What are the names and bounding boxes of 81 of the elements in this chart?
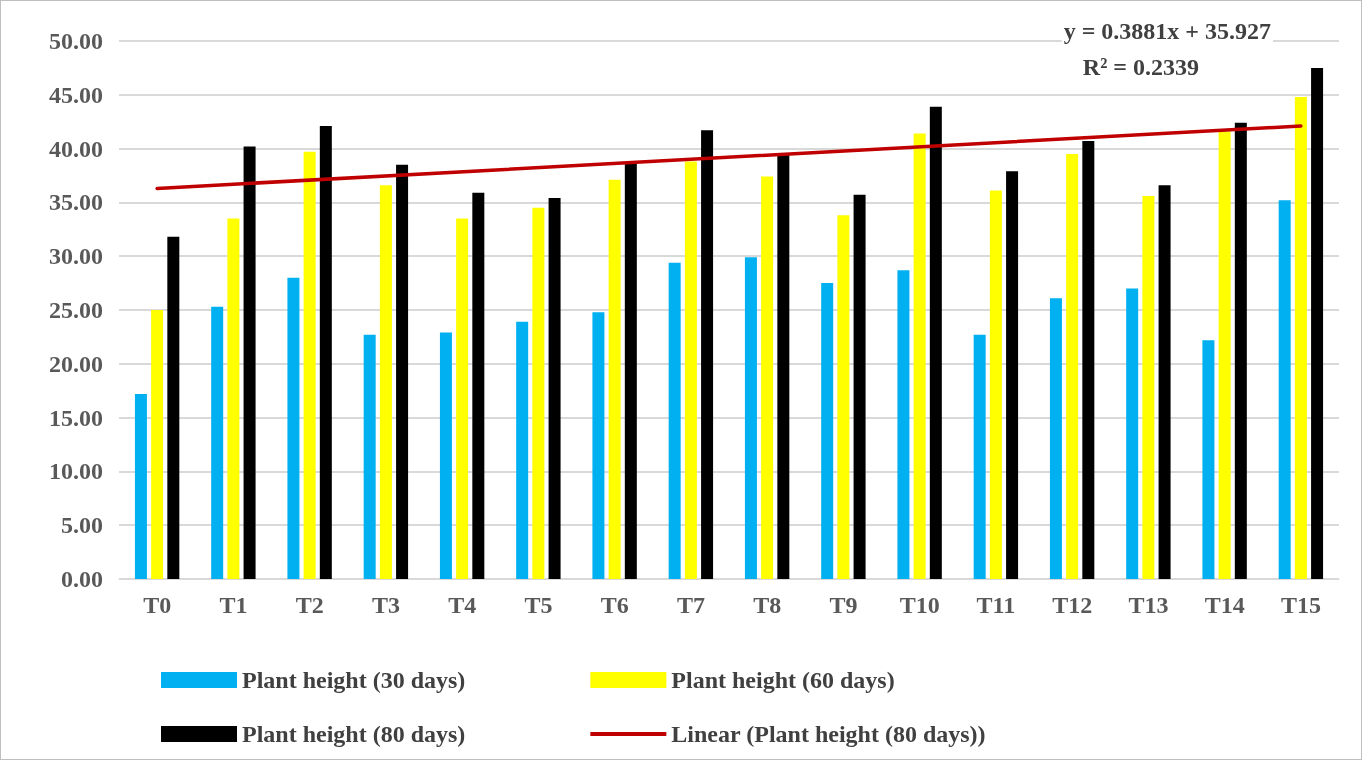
x-tick-label: T12 <box>1052 592 1093 618</box>
x-tick-label: T13 <box>1128 592 1169 618</box>
bar <box>319 126 332 579</box>
bar <box>761 176 774 579</box>
bar <box>989 190 1002 579</box>
y-tick-label: 40.00 <box>49 135 103 162</box>
bar <box>439 332 452 579</box>
bar <box>821 283 834 579</box>
x-tick-label: T2 <box>295 592 324 618</box>
legend-label: Plant height (80 days) <box>242 721 466 747</box>
bar <box>1142 195 1155 579</box>
bar <box>396 164 409 579</box>
bar <box>853 194 866 579</box>
bar <box>668 262 681 579</box>
x-tick-label: T10 <box>899 592 940 618</box>
bar <box>1066 153 1079 579</box>
bar <box>1278 200 1291 579</box>
y-tick-label: 5.00 <box>61 512 103 539</box>
bar <box>516 321 529 579</box>
x-tick-label: T5 <box>524 592 553 618</box>
x-tick-label: T1 <box>219 592 248 618</box>
bar <box>243 146 256 579</box>
x-tick-label: T14 <box>1204 592 1245 618</box>
bar <box>287 277 300 579</box>
bar <box>624 163 637 579</box>
y-tick-label: 45.00 <box>49 81 103 108</box>
x-tick-label: T0 <box>143 592 172 618</box>
bar <box>379 185 392 579</box>
bar <box>744 257 757 579</box>
bar <box>1202 340 1215 579</box>
bar <box>1294 96 1307 579</box>
bar <box>684 161 697 579</box>
bar <box>151 310 164 579</box>
bar <box>913 133 926 579</box>
legend-label: Linear (Plant height (80 days)) <box>671 721 986 747</box>
y-tick-label: 50.00 <box>49 28 103 54</box>
y-tick-label: 10.00 <box>49 458 103 485</box>
bar <box>1311 67 1324 579</box>
annotation: y = 0.3881x + 35.927 <box>1063 18 1272 44</box>
bar <box>897 270 910 579</box>
y-tick-label: 30.00 <box>49 243 103 270</box>
x-tick-label: T3 <box>371 592 400 618</box>
bar <box>701 130 714 579</box>
bar <box>608 179 621 579</box>
bar <box>227 218 240 579</box>
bar <box>548 198 561 579</box>
x-tick-label: T4 <box>448 592 477 618</box>
x-tick-label: T7 <box>676 592 705 618</box>
bar <box>929 106 942 579</box>
bar <box>1049 298 1062 579</box>
bar <box>167 236 180 579</box>
y-tick-label: 25.00 <box>49 297 103 323</box>
bar <box>777 155 790 579</box>
x-tick-label: T8 <box>753 592 782 618</box>
bar <box>456 218 469 579</box>
y-tick-label: 15.00 <box>49 404 103 431</box>
bar <box>363 334 376 579</box>
bar <box>134 393 147 579</box>
legend-label: Plant height (30 days) <box>242 667 466 693</box>
bar <box>973 334 986 579</box>
bar <box>532 207 545 579</box>
x-tick-label: T15 <box>1280 592 1321 618</box>
bar <box>472 192 485 579</box>
y-tick-label: 0.00 <box>61 566 103 592</box>
y-tick-label: 35.00 <box>49 189 103 216</box>
legend-label: Plant height (60 days) <box>671 667 895 693</box>
x-tick-label: T9 <box>829 592 858 618</box>
bar <box>1126 288 1139 579</box>
bar <box>1158 185 1171 579</box>
x-tick-label: T6 <box>600 592 629 618</box>
bar <box>1006 171 1019 579</box>
annotation: R² = 0.2339 <box>1082 54 1199 80</box>
bar <box>1234 122 1247 579</box>
bar <box>1082 141 1095 579</box>
bar <box>837 215 850 579</box>
y-tick-label: 20.00 <box>49 350 103 377</box>
bar <box>211 306 224 579</box>
bar <box>592 312 605 579</box>
bar <box>303 151 316 579</box>
x-tick-label: T11 <box>976 592 1016 618</box>
bar <box>1218 131 1231 579</box>
